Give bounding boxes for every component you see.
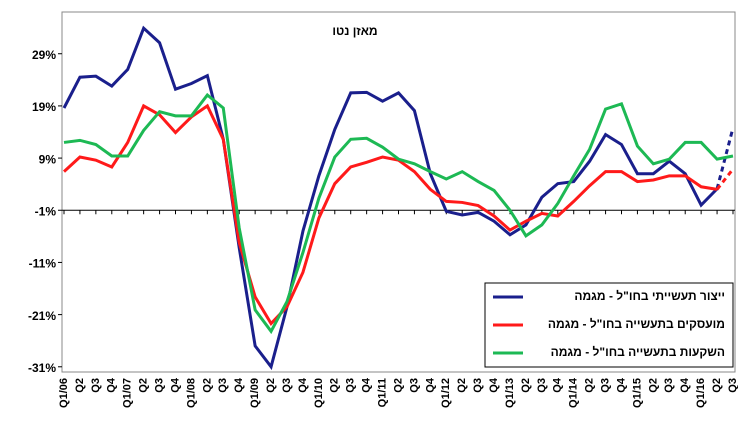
x-tick-label: Q4: [297, 377, 309, 393]
x-tick-label: Q3: [727, 378, 738, 393]
y-tick-label: -1%: [35, 204, 57, 218]
y-tick-label: -21%: [28, 309, 56, 323]
x-tick-label: Q4: [361, 377, 373, 393]
series-line: [63, 92, 734, 335]
legend-label: מועסקים בתעשייה בחו"ל - מגמה: [548, 317, 725, 331]
x-tick-label: Q3: [408, 378, 420, 393]
series-line: [62, 25, 719, 371]
x-tick-label: Q2: [329, 378, 341, 393]
legend-box: [484, 282, 734, 368]
x-tick-label: Q3: [281, 378, 293, 393]
x-tick-label: Q4: [233, 377, 245, 393]
x-tick-label: Q1/09: [249, 378, 261, 408]
x-tick-label: Q4: [615, 377, 627, 393]
x-tick-label: Q1/10: [313, 378, 325, 408]
x-tick-label: Q4: [679, 377, 691, 393]
legend-label: ייצור תעשייתי בחו"ל - מגמה: [574, 289, 725, 303]
x-tick-label: Q3: [536, 378, 548, 393]
x-tick-label: Q4: [488, 377, 500, 393]
x-tick-label: Q1/07: [122, 378, 134, 408]
x-tick-label: Q2: [584, 378, 596, 393]
x-tick-label: Q4: [424, 377, 436, 393]
x-tick-label: Q2: [711, 378, 723, 393]
x-tick-label: Q1/12: [440, 378, 452, 408]
x-tick-label: Q2: [74, 378, 86, 393]
x-tick-label: Q1/15: [631, 378, 643, 408]
x-tick-label: Q2: [647, 378, 659, 393]
x-tick-label: Q3: [472, 378, 484, 393]
chart-title: מאזן נטו: [332, 24, 377, 38]
series-line: [715, 168, 735, 191]
x-tick-label: Q2: [138, 378, 150, 393]
y-tick-label: 9%: [39, 152, 57, 166]
x-tick-label: Q4: [169, 377, 181, 393]
x-tick-label: Q1/14: [568, 377, 580, 408]
x-tick-label: Q1/16: [695, 378, 707, 408]
x-tick-label: Q1/11: [376, 378, 388, 407]
x-tick-label: Q2: [201, 378, 213, 393]
x-tick-label: Q3: [217, 378, 229, 393]
y-tick-label: 19%: [32, 100, 56, 114]
x-tick-label: Q4: [106, 377, 118, 393]
x-tick-label: Q1/06: [58, 378, 70, 408]
x-tick-label: Q3: [153, 378, 165, 393]
x-tick-label: Q2: [265, 378, 277, 393]
x-tick-label: Q3: [599, 378, 611, 393]
x-tick-label: Q2: [520, 378, 532, 393]
series-line: [62, 103, 718, 326]
x-tick-label: Q1/13: [504, 378, 516, 408]
x-tick-label: Q3: [90, 378, 102, 393]
x-tick-label: Q2: [456, 378, 468, 393]
y-tick-label: -11%: [29, 257, 57, 271]
x-tick-label: Q4: [552, 377, 564, 393]
y-tick-label: -31%: [28, 361, 56, 375]
x-tick-label: Q2: [392, 378, 404, 393]
y-tick-label: 29%: [32, 48, 56, 62]
legend-label: השקעות בתעשייה בחו"ל - מגמה: [551, 345, 725, 359]
x-tick-label: Q3: [345, 378, 357, 393]
x-tick-label: Q1/08: [185, 378, 197, 408]
x-tick-label: Q3: [663, 378, 675, 393]
